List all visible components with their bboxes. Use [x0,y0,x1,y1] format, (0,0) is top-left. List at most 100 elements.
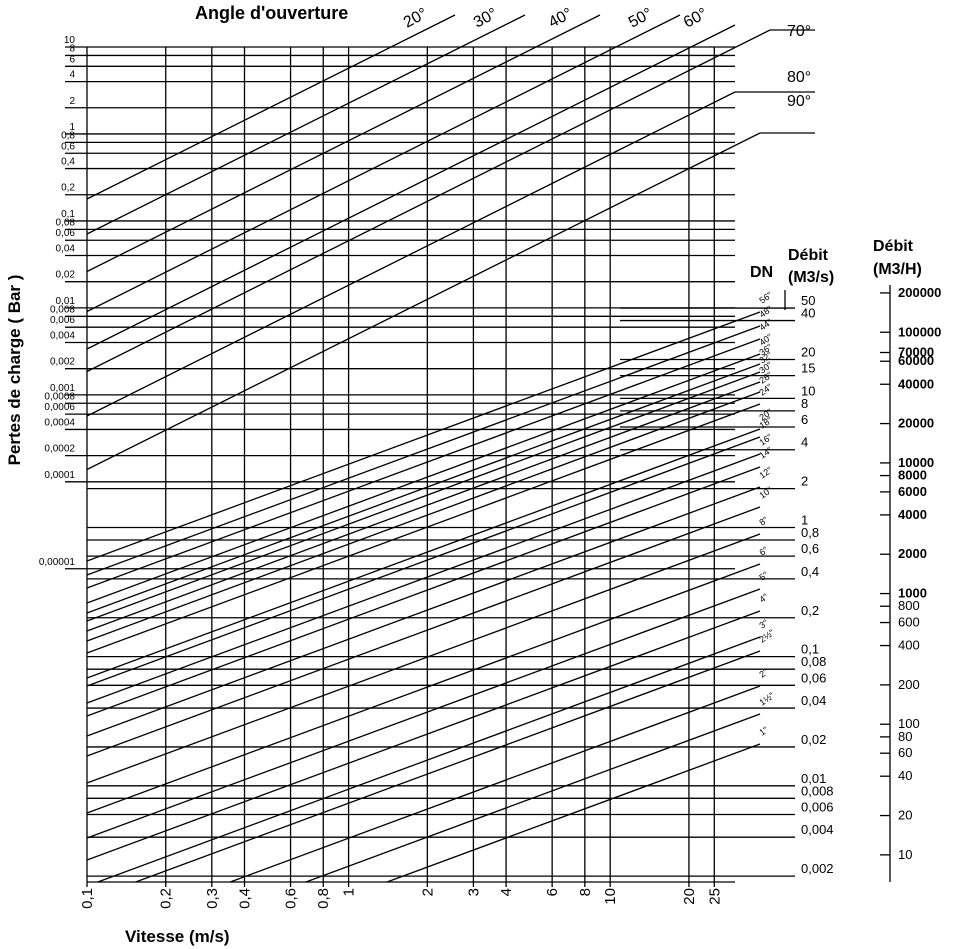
y-tick-label: 0,02 [56,270,76,281]
x-tick-label: 4 [498,888,515,896]
x-tick-label: 2 [419,888,436,896]
y2-tick-label: 0,2 [801,603,819,618]
y3-label: Débit [873,238,914,255]
y2-tick-label: 0,08 [801,654,826,669]
y2-tick-label: 0,06 [801,670,826,685]
curve [86,353,761,604]
x-tick-label: 8 [577,888,594,896]
dn-tick-label: 8" [757,515,769,528]
y-tick-label: 0,0006 [44,402,75,413]
y2-tick-label: 1 [801,512,808,527]
curve [86,403,761,654]
dn-tick-label: 1" [757,725,769,738]
angle-label: 50° [626,5,655,31]
y-tick-label: 4 [69,70,75,81]
angle-label: 90° [787,93,811,110]
y2-tick-label: 0,008 [801,783,834,798]
x-tick-label: 6 [544,888,561,896]
y2-label: (M3/s) [788,269,834,286]
curve [135,650,761,883]
x-tick-label: 20 [681,888,698,905]
y3-tick-label: 70000 [898,344,934,359]
curve [86,91,736,417]
x-tick-label: 10 [602,888,619,905]
y2-tick-label: 0,01 [801,771,826,786]
y3-tick-label: 8000 [898,468,927,483]
y-tick-label: 0,06 [56,228,76,239]
curve [86,588,761,839]
curve [86,428,761,679]
y2-tick-label: 0,1 [801,642,819,657]
curve [230,685,761,883]
curve [86,14,456,200]
x-tick-label: 0,1 [79,888,96,909]
y2-tick-label: 8 [801,396,808,411]
y3-tick-label: 400 [898,638,920,653]
y2-tick-label: 0,04 [801,693,826,708]
y2-tick-label: 0,6 [801,541,819,556]
curve [86,311,761,562]
y2-tick-label: 0,002 [801,861,834,876]
y3-tick-label: 100000 [898,324,941,339]
curve [86,533,761,784]
y-tick-label: 6 [69,54,75,65]
dn-tick-label: 56" [757,290,774,306]
angle-label: 20° [401,5,430,31]
dn-tick-label: 2½" [757,627,776,644]
y3-tick-label: 800 [898,598,920,613]
curve [86,506,761,757]
dn-tick-label: 1½" [757,690,776,707]
curve [86,436,761,687]
y-axis-label: Pertes de charge ( Bar ) [5,275,24,466]
curve [97,636,761,883]
x-tick-label: 0,4 [236,888,253,909]
curve [386,743,761,883]
y-tick-label: 0,4 [61,157,75,168]
y-tick-label: 0,004 [50,330,75,341]
y2-tick-label: 0,02 [801,732,826,747]
x-tick-label: 1 [341,888,358,896]
y-tick-label: 0,008 [50,304,75,315]
curve [86,29,771,373]
y2-label: Débit [788,247,829,264]
x-tick-label: 0,2 [158,888,175,909]
x-tick-label: 0,6 [283,888,300,909]
y-tick-label: 0,04 [56,244,76,255]
y3-tick-label: 100 [898,716,920,731]
y3-tick-label: 20000 [898,416,934,431]
y-tick-label: 2 [69,96,75,107]
y-tick-label: 0,002 [50,357,75,368]
y2-tick-label: 0,4 [801,564,819,579]
y3-tick-label: 20 [898,808,912,823]
y3-tick-label: 60 [898,745,912,760]
y-tick-label: 0,08 [56,217,76,228]
y3-tick-label: 2000 [898,546,927,561]
curve [86,14,526,235]
chart-title: Angle d'ouverture [195,3,348,23]
curve [86,610,761,861]
y-tick-label: 0,0008 [44,391,75,402]
y2-tick-label: 15 [801,361,815,376]
dn-tick-label: 44" [757,317,774,333]
dn-tick-label: 48" [757,304,774,320]
y-tick-label: 0,0004 [44,417,75,428]
y3-label: (M3/H) [873,261,922,278]
y-tick-label: 10 [64,35,76,46]
y3-tick-label: 40 [898,768,912,783]
x-tick-label: 0,3 [204,888,221,909]
y-tick-label: 0,006 [50,315,75,326]
curve [86,14,601,273]
dn-tick-label: 16" [757,432,774,448]
curve [86,338,761,589]
curve [86,381,761,632]
y-tick-label: 8 [69,43,75,54]
curve [86,371,761,622]
y3-tick-label: 1000 [898,586,927,601]
y2-tick-label: 2 [801,474,808,489]
y3-tick-label: 4000 [898,507,927,522]
curve [86,466,761,717]
x-tick-label: 25 [706,888,723,905]
y-tick-label: 0,0001 [44,470,75,481]
angle-label: 70° [787,23,811,40]
y-tick-label: 0,1 [61,209,75,220]
